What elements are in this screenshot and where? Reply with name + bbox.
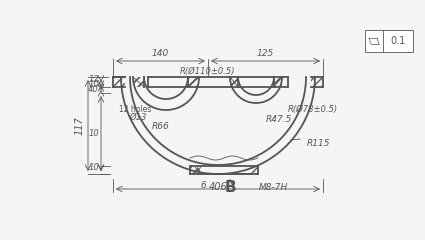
Bar (274, 77, 282, 87)
Text: 125: 125 (257, 49, 274, 58)
Bar (230, 77, 238, 87)
Text: 140: 140 (152, 49, 169, 58)
Bar (133, 77, 144, 87)
Text: 12 holes: 12 holes (119, 104, 151, 114)
Text: 406: 406 (209, 182, 227, 192)
Text: M8-7H: M8-7H (258, 184, 288, 192)
Text: 10: 10 (88, 129, 99, 138)
Text: R115: R115 (307, 139, 331, 149)
Text: 6: 6 (200, 181, 206, 191)
Text: 10: 10 (88, 80, 99, 89)
Text: R(Ø78±0.5): R(Ø78±0.5) (288, 105, 338, 114)
Bar (188, 77, 199, 87)
Bar (188, 77, 199, 87)
Bar (311, 77, 323, 87)
Text: R(Ø110±0.5): R(Ø110±0.5) (180, 67, 236, 76)
Text: 12: 12 (88, 75, 99, 84)
Text: 117: 117 (75, 116, 85, 135)
Bar (133, 77, 144, 87)
Text: R66: R66 (152, 122, 170, 131)
Text: B: B (224, 180, 236, 196)
Bar (274, 77, 282, 87)
Text: Ø13: Ø13 (129, 113, 147, 121)
Text: 10: 10 (88, 163, 99, 173)
Bar (365, 30, 413, 52)
Bar (190, 166, 198, 174)
Bar (113, 77, 125, 87)
Text: R47.5: R47.5 (266, 115, 292, 124)
Bar (250, 166, 258, 174)
Text: 0.1: 0.1 (391, 36, 405, 46)
Text: 40: 40 (88, 85, 99, 95)
Bar (230, 77, 238, 87)
